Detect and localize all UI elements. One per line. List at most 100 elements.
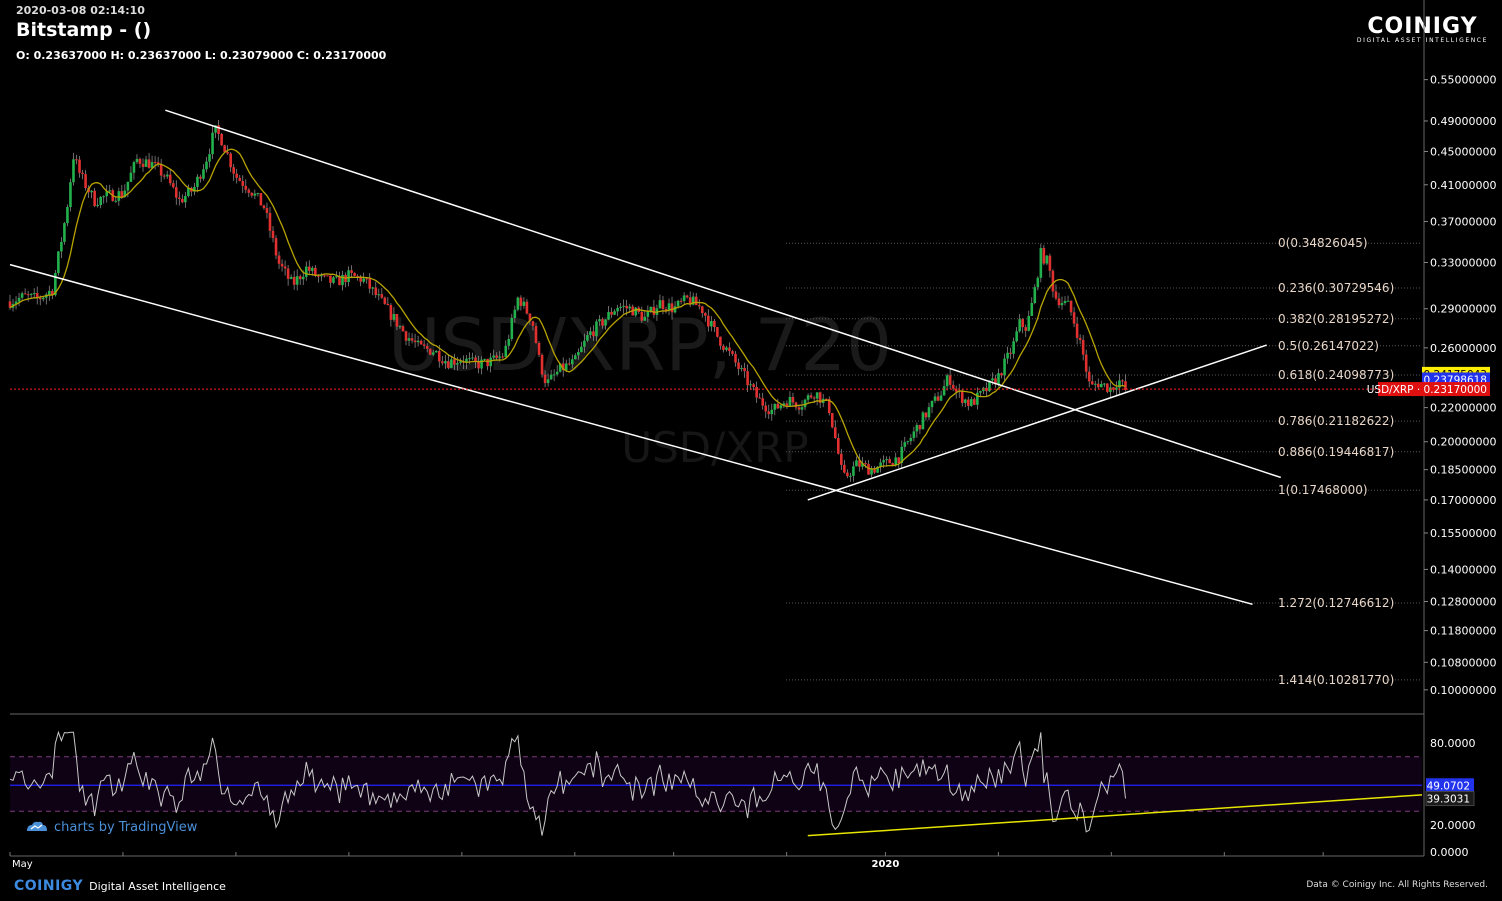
candle-body bbox=[948, 375, 952, 385]
candle-body bbox=[47, 290, 51, 295]
candle-body bbox=[806, 395, 810, 400]
candle-body bbox=[323, 275, 326, 277]
candle-body bbox=[1033, 287, 1037, 303]
candle-body bbox=[661, 300, 665, 309]
candle-body bbox=[510, 317, 514, 339]
candle-body bbox=[314, 267, 317, 276]
candle-body bbox=[99, 196, 102, 206]
candle-body bbox=[193, 186, 196, 192]
candle-body bbox=[392, 314, 396, 320]
fib-label-2: 0.382(0.28195272) bbox=[1278, 312, 1394, 326]
price-tick-label-14: 0.12800000 bbox=[1430, 595, 1496, 608]
candle-body bbox=[298, 276, 302, 280]
rsi-panel: 80.0000 20.0000 0.0000 49.0702 39.3031 bbox=[9, 730, 1476, 859]
candle-body bbox=[320, 275, 323, 277]
candle-body bbox=[897, 457, 901, 464]
time-tick-label-0: May bbox=[12, 859, 33, 870]
rsi-trend-line bbox=[807, 794, 1423, 837]
candle-body bbox=[930, 400, 934, 408]
candle-body bbox=[589, 331, 592, 336]
candle-body bbox=[960, 390, 964, 403]
candle-body bbox=[371, 287, 375, 289]
candle-body bbox=[471, 357, 474, 359]
candle-body bbox=[304, 266, 308, 277]
candles bbox=[8, 120, 1127, 482]
fib-label-0: 0(0.34826045) bbox=[1278, 236, 1368, 250]
candle-body bbox=[558, 363, 562, 372]
price-tick-label-2: 0.45000000 bbox=[1430, 145, 1496, 158]
candle-body bbox=[401, 326, 405, 332]
candle-body bbox=[8, 301, 12, 308]
candle-body bbox=[561, 363, 565, 371]
candle-body bbox=[359, 276, 362, 282]
candle-body bbox=[855, 460, 858, 467]
candle-body bbox=[767, 411, 771, 415]
candle-body bbox=[250, 192, 254, 196]
candle-body bbox=[676, 300, 680, 307]
candle-body bbox=[595, 321, 598, 337]
candle-body bbox=[456, 363, 459, 365]
candle-body bbox=[353, 272, 356, 276]
candle-body bbox=[979, 391, 982, 393]
rsi-tick-label-1: 20.0000 bbox=[1430, 819, 1476, 832]
price-tick-label-7: 0.26000000 bbox=[1430, 342, 1496, 355]
candle-body bbox=[564, 363, 568, 371]
trend-line-1 bbox=[9, 263, 1253, 606]
candle-body bbox=[1060, 303, 1064, 306]
candle-body bbox=[286, 268, 290, 279]
candle-body bbox=[468, 358, 471, 360]
candle-body bbox=[688, 297, 692, 305]
candle-body bbox=[368, 278, 372, 289]
candle-body bbox=[1109, 387, 1112, 392]
candle-body bbox=[156, 162, 160, 165]
ohlc-readout: O: 0.23637000 H: 0.23637000 L: 0.2307900… bbox=[16, 49, 387, 62]
candle-body bbox=[474, 357, 477, 362]
candle-body bbox=[867, 463, 870, 475]
chart-title: Bitstamp - () bbox=[16, 19, 152, 41]
candle-body bbox=[833, 427, 837, 439]
candle-body bbox=[181, 198, 184, 203]
candle-body bbox=[177, 197, 181, 199]
candle-body bbox=[434, 350, 438, 353]
candle-body bbox=[604, 319, 607, 326]
candle-body bbox=[997, 373, 1000, 385]
candle-body bbox=[858, 460, 861, 467]
candle-body bbox=[292, 276, 296, 285]
candle-body bbox=[861, 463, 864, 467]
footer-brand-name: COINIGY bbox=[14, 878, 84, 894]
candle-body bbox=[670, 303, 674, 313]
candle-body bbox=[265, 208, 269, 213]
rsi-line bbox=[9, 730, 1126, 836]
candle-body bbox=[818, 392, 822, 403]
candle-body bbox=[459, 361, 462, 364]
candle-body bbox=[54, 273, 57, 296]
candle-body bbox=[63, 223, 66, 242]
candle-body bbox=[939, 395, 943, 401]
tradingview-cloud-icon bbox=[27, 821, 47, 831]
candle-body bbox=[1069, 300, 1073, 313]
candle-body bbox=[525, 301, 529, 314]
candle-body bbox=[413, 340, 417, 343]
candle-body bbox=[410, 338, 414, 341]
tradingview-credit[interactable]: charts by TradingView bbox=[26, 820, 197, 835]
candle-body bbox=[1066, 300, 1070, 302]
candle-body bbox=[271, 230, 275, 239]
moving-average bbox=[9, 148, 1126, 470]
candle-body bbox=[244, 185, 248, 190]
candle-body bbox=[150, 162, 154, 168]
candle-body bbox=[770, 409, 774, 415]
candle-body bbox=[247, 189, 251, 193]
candle-body bbox=[555, 371, 559, 375]
candle-body bbox=[289, 276, 293, 279]
candle-body bbox=[335, 276, 338, 278]
candle-body bbox=[144, 159, 148, 167]
footer-brand: COINIGY Digital Asset Intelligence bbox=[14, 878, 226, 894]
candle-body bbox=[649, 306, 653, 312]
candle-body bbox=[852, 466, 855, 476]
candle-body bbox=[350, 270, 353, 273]
candle-body bbox=[870, 469, 873, 475]
candle-body bbox=[326, 275, 329, 277]
candle-body bbox=[921, 412, 925, 430]
candle-body bbox=[734, 353, 737, 363]
